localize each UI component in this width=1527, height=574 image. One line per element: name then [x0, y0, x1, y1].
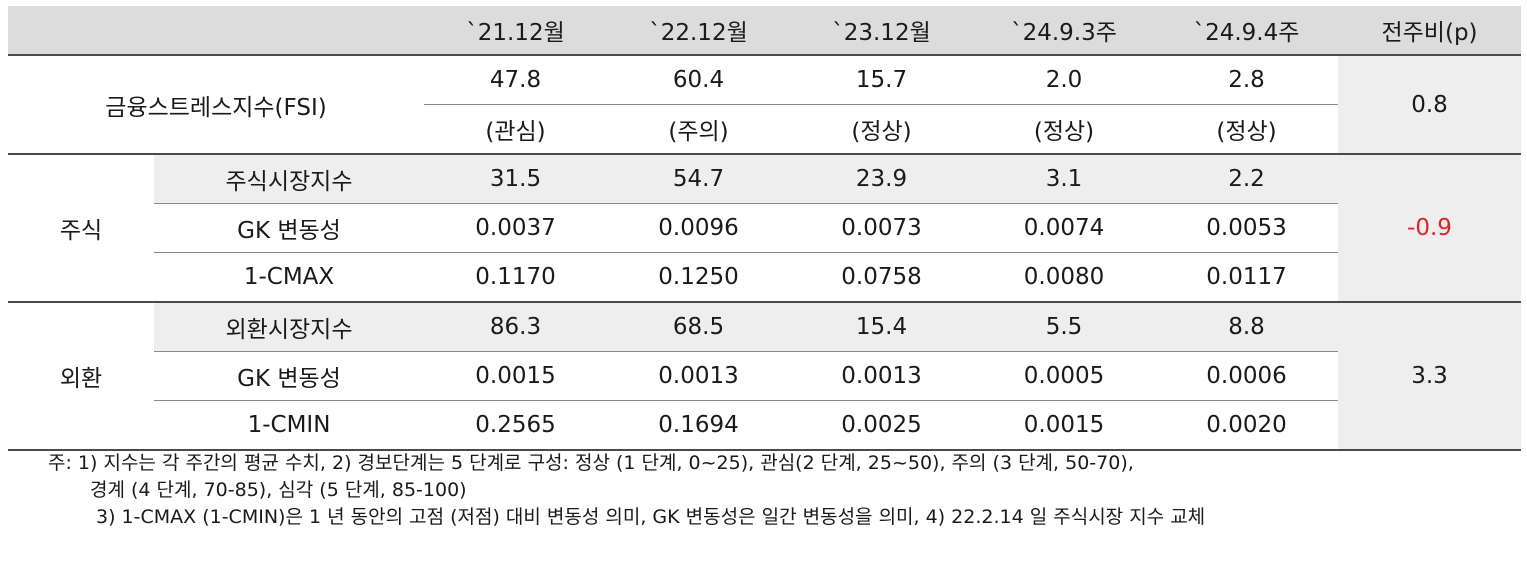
header-col-2: `22.12월	[607, 6, 790, 55]
fx-row-2-value-3: 0.0013	[841, 363, 922, 389]
stock-row-2: GK 변동성 0.0037 0.0096 0.0073 0.0074 0.005…	[8, 203, 1521, 253]
fx-row-2-value-4: 0.0005	[1023, 363, 1105, 389]
fsi-level-2: (주의)	[607, 104, 790, 155]
fsi-table: `21.12월 `22.12월 `23.12월 `24.9.3주 `24.9.4…	[8, 6, 1521, 451]
fx-change: 3.3	[1338, 302, 1521, 451]
table-footnotes: 주: 1) 지수는 각 주간의 평균 수치, 2) 경보단계는 5 단계로 구성…	[48, 450, 1205, 531]
stock-row-2-label: GK 변동성	[237, 218, 341, 244]
fsi-value-3: 15.7	[790, 55, 973, 105]
header-blank	[8, 6, 424, 55]
stock-row-3-value-5: 0.0117	[1155, 252, 1338, 303]
fsi-change: 0.8	[1338, 55, 1521, 155]
header-col-5: `24.9.4주	[1155, 6, 1338, 55]
stock-row-3-value-1: 0.1170	[424, 252, 607, 303]
stock-row-3-value-3: 0.0758	[790, 252, 973, 303]
stock-row-2-value-5: 0.0053	[1206, 215, 1287, 241]
stock-row-2-value-4: 0.0074	[1023, 215, 1105, 241]
fx-row-3-label: 1-CMIN	[154, 400, 424, 451]
header-col-change: 전주비(p)	[1338, 6, 1521, 55]
fx-row-2: GK 변동성 0.0015 0.0013 0.0013 0.0005 0.000…	[8, 351, 1521, 401]
fx-row-1-value-1: 86.3	[424, 302, 607, 352]
stock-row-1-value-3: 23.9	[790, 154, 973, 204]
fx-row-2-value-2: 0.0013	[658, 363, 739, 389]
fsi-level-4: (정상)	[973, 104, 1155, 155]
fx-group-label: 외환	[8, 302, 154, 451]
header-col-4: `24.9.3주	[973, 6, 1155, 55]
fx-row-3: 1-CMIN 0.2565 0.1694 0.0025 0.0015 0.002…	[8, 400, 1521, 451]
fsi-value-2: 60.4	[607, 55, 790, 105]
fsi-table-container: `21.12월 `22.12월 `23.12월 `24.9.3주 `24.9.4…	[8, 6, 1521, 451]
fsi-value-1: 47.8	[424, 55, 607, 105]
fx-row-1-value-3: 15.4	[790, 302, 973, 352]
fsi-value-row: 금융스트레스지수(FSI) 47.8 60.4 15.7 2.0 2.8 0.8	[8, 55, 1521, 155]
header-col-1: `21.12월	[424, 6, 607, 55]
stock-row-1-value-1: 31.5	[424, 154, 607, 204]
fsi-label: 금융스트레스지수(FSI)	[8, 55, 424, 155]
fsi-level-row: (관심) (주의) (정상) (정상) (정상)	[8, 104, 1521, 155]
fx-row-3-value-3: 0.0025	[790, 400, 973, 451]
fsi-level-1: (관심)	[424, 104, 607, 155]
fx-row-2-value-1: 0.0015	[475, 363, 556, 389]
stock-row-1-value-4: 3.1	[973, 154, 1155, 204]
footnote-line-3: 3) 1-CMAX (1-CMIN)은 1 년 동안의 고점 (저점) 대비 변…	[96, 506, 1206, 528]
stock-row-1-value-2: 54.7	[607, 154, 790, 204]
fx-row-1-value-2: 68.5	[607, 302, 790, 352]
stock-row-3-value-2: 0.1250	[607, 252, 790, 303]
stock-row-2-value-1: 0.0037	[475, 215, 556, 241]
stock-row-3: 1-CMAX 0.1170 0.1250 0.0758 0.0080 0.011…	[8, 252, 1521, 303]
fx-row-1-value-5: 8.8	[1155, 302, 1338, 352]
stock-row-1-value-5: 2.2	[1155, 154, 1338, 204]
fx-row-3-value-5: 0.0020	[1155, 400, 1338, 451]
stock-change: -0.9	[1338, 154, 1521, 303]
stock-group-label: 주식	[8, 154, 154, 303]
stock-row-1: 주식 주식시장지수 31.5 54.7 23.9 3.1 2.2 -0.9	[8, 154, 1521, 303]
fx-row-2-value-5: 0.0006	[1206, 363, 1287, 389]
fx-row-3-value-1: 0.2565	[424, 400, 607, 451]
fx-row-1: 외환 외환시장지수 86.3 68.5 15.4 5.5 8.8 3.3	[8, 302, 1521, 451]
header-row: `21.12월 `22.12월 `23.12월 `24.9.3주 `24.9.4…	[8, 6, 1521, 55]
fsi-value-5: 2.8	[1155, 55, 1338, 105]
fsi-level-5: (정상)	[1155, 104, 1338, 155]
fsi-value-4: 2.0	[973, 55, 1155, 105]
stock-row-2-value-2: 0.0096	[658, 215, 739, 241]
header-col-3: `23.12월	[790, 6, 973, 55]
fsi-level-3: (정상)	[790, 104, 973, 155]
stock-row-3-value-4: 0.0080	[973, 252, 1155, 303]
fx-row-2-label: GK 변동성	[237, 366, 341, 392]
fx-row-3-value-4: 0.0015	[973, 400, 1155, 451]
stock-row-3-label: 1-CMAX	[154, 252, 424, 303]
fx-row-1-value-4: 5.5	[973, 302, 1155, 352]
fx-row-1-label: 외환시장지수	[154, 302, 424, 352]
fx-row-3-value-2: 0.1694	[607, 400, 790, 451]
footnote-line-2: 경계 (4 단계, 70-85), 심각 (5 단계, 85-100)	[90, 479, 467, 501]
footnote-line-1: 주: 1) 지수는 각 주간의 평균 수치, 2) 경보단계는 5 단계로 구성…	[48, 452, 1134, 474]
stock-row-2-value-3: 0.0073	[841, 215, 922, 241]
stock-row-1-label: 주식시장지수	[154, 154, 424, 204]
